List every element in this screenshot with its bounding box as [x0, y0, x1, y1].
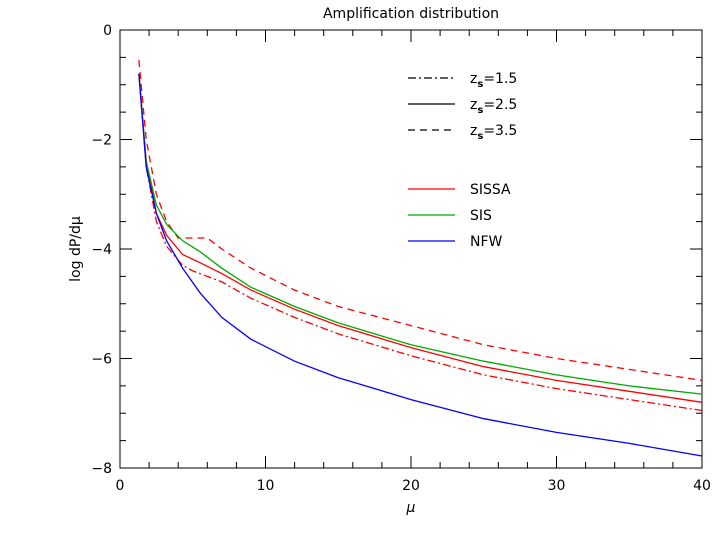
- series-line-sissa-zs-1-5: [138, 73, 703, 412]
- legend-label-zs: zs=3.5: [470, 123, 517, 142]
- plot-frame: [119, 29, 703, 469]
- y-tick-label: −8: [91, 461, 112, 477]
- y-tick-label: −2: [91, 133, 112, 149]
- x-tick-label: 40: [693, 478, 711, 494]
- legend-label-sis: SIS: [470, 208, 492, 224]
- series-line-sis-zs-2-5: [138, 73, 703, 395]
- legend-label-zs: zs=1.5: [470, 71, 517, 90]
- x-tick-label: 20: [402, 478, 420, 494]
- legend-label-nfw: NFW: [470, 234, 503, 250]
- chart-title: Amplification distribution: [323, 6, 499, 22]
- series-line-sissa-zs-2-5: [138, 73, 703, 403]
- axis-ticks: [119, 29, 703, 469]
- y-tick-label: 0: [103, 23, 112, 39]
- x-tick-label: 0: [116, 478, 125, 494]
- series-group: [138, 60, 703, 457]
- series-line-nfw-zs-2-5: [138, 73, 703, 457]
- legend-label-sissa: SISSA: [470, 182, 511, 198]
- y-axis-label: log dP/dμ: [68, 216, 84, 282]
- x-axis-label: μ: [406, 500, 416, 516]
- y-tick-label: −6: [91, 352, 112, 368]
- legend: zs=1.5 zs=2.5 zs=3.5 SISSA SIS NFW: [408, 71, 517, 250]
- legend-label-zs: zs=2.5: [470, 97, 517, 116]
- y-tick-label: −4: [91, 242, 112, 258]
- x-tick-label: 10: [257, 478, 275, 494]
- axis-tick-labels: 0 10 20 30 40 0 −2 −4 −6 −8: [91, 23, 711, 494]
- x-tick-label: 30: [548, 478, 566, 494]
- series-line-sissa-zs-3-5: [138, 60, 703, 382]
